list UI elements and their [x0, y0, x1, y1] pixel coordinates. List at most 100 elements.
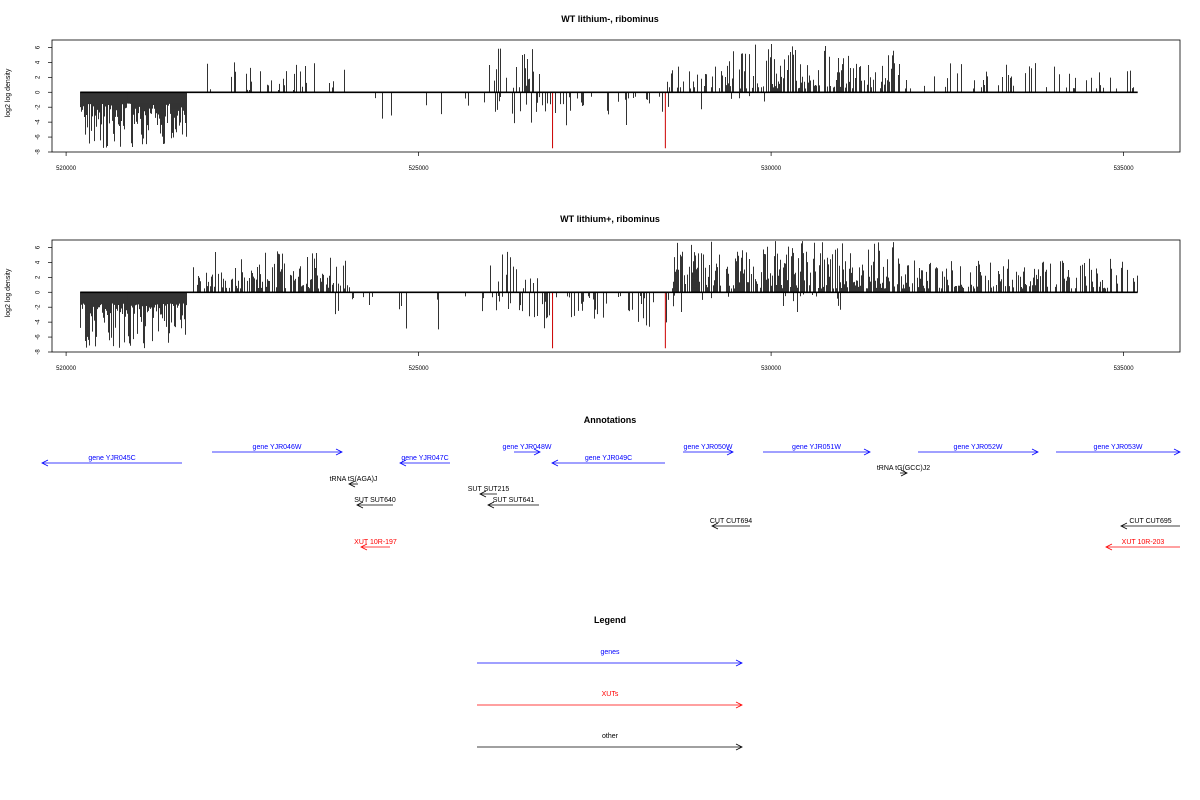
annotation-feature: gene YJR051W: [763, 444, 871, 456]
annotation-label: gene YJR053W: [1094, 444, 1143, 451]
panel-title: WT lithium-, ribominus: [561, 14, 659, 24]
legend-entry-gene: genes: [477, 649, 743, 667]
annotation-feature: gene YJR048W: [503, 444, 552, 456]
annotation-label: gene YJR045C: [88, 455, 135, 462]
legend-title: Legend: [594, 615, 626, 625]
y-axis-label: log2 log density: [5, 68, 12, 117]
y-tick-label: -8: [36, 349, 42, 355]
legend-arrow-head: [735, 659, 743, 667]
annotation-feature: gene YJR052W: [918, 444, 1039, 456]
annotation-feature: gene YJR047C: [399, 455, 450, 467]
annotation-label: CUT CUT694: [710, 518, 752, 525]
annotation-label: gene YJR046W: [253, 444, 302, 451]
annotation-label: SUT SUT215: [468, 486, 510, 493]
y-tick-label: -8: [36, 149, 42, 155]
plot-frame: [51, 239, 1181, 353]
annotation-feature: XUT 10R-197: [354, 539, 397, 551]
annotation-label: SUT SUT641: [493, 497, 535, 504]
annotation-arrow-head: [335, 448, 343, 456]
annotation-arrow-head: [711, 522, 719, 530]
annotation-feature: SUT SUT215: [468, 486, 510, 498]
annotation-feature: tRNA tS(AGA)J: [330, 476, 378, 488]
y-tick-label: 2: [36, 75, 42, 79]
panel-wt-lithium-minus: WT lithium-, ribominus log2 log density …: [5, 14, 1181, 172]
annotation-arrow-head: [1031, 448, 1039, 456]
y-axis-label: log2 log density: [5, 268, 12, 317]
annotation-label: gene YJR050W: [684, 444, 733, 451]
legend: Legend genes XUTs other: [477, 615, 743, 751]
x-axis: 520000 525000 530000 535000: [56, 152, 1134, 172]
annotation-feature: XUT 10R-203: [1105, 539, 1180, 551]
annotation-feature: SUT SUT641: [487, 497, 539, 509]
x-tick-label: 535000: [1114, 166, 1135, 172]
y-tick-label: 4: [36, 60, 42, 64]
y-tick-label: -2: [36, 304, 42, 310]
annotation-arrow-head: [1120, 522, 1128, 530]
annotation-feature: gene YJR045C: [41, 455, 182, 467]
y-tick-label: 6: [36, 45, 42, 49]
bars-group: [80, 241, 1138, 349]
y-tick-label: -4: [36, 319, 42, 325]
annotation-arrow-head: [863, 448, 871, 456]
annotation-label: gene YJR052W: [954, 444, 1003, 451]
signal-bars: [80, 44, 1134, 148]
y-tick-label: -6: [36, 134, 42, 140]
y-tick-label: 0: [36, 290, 42, 294]
legend-arrow-head: [735, 701, 743, 709]
annotation-items: gene YJR045C gene YJR046W gene YJR047C gene…: [41, 444, 1181, 551]
annotations-title: Annotations: [584, 415, 637, 425]
legend-items: genes XUTs other: [477, 649, 743, 751]
y-tick-label: 4: [36, 260, 42, 264]
legend-entry-xut: XUTs: [477, 691, 743, 709]
annotation-arrow-head: [900, 469, 908, 477]
x-tick-label: 520000: [56, 366, 77, 372]
annotation-label: tRNA tS(AGA)J: [330, 476, 378, 483]
y-tick-label: -4: [36, 119, 42, 125]
annotation-label: XUT 10R-203: [1122, 539, 1165, 546]
legend-entry-other: other: [477, 733, 743, 751]
x-tick-label: 530000: [761, 166, 782, 172]
annotation-feature: gene YJR050W: [683, 444, 734, 456]
annotation-arrow-head: [726, 448, 734, 456]
annotation-label: tRNA tG(GCC)J2: [877, 465, 930, 472]
x-tick-label: 530000: [761, 366, 782, 372]
y-tick-label: 2: [36, 275, 42, 279]
x-tick-label: 525000: [409, 166, 430, 172]
annotation-feature: gene YJR046W: [212, 444, 343, 456]
annotation-arrow-head: [348, 480, 356, 488]
panel-title: WT lithium+, ribominus: [560, 214, 660, 224]
annotation-feature: CUT CUT694: [710, 518, 752, 530]
x-tick-label: 535000: [1114, 366, 1135, 372]
x-tick-label: 520000: [56, 166, 77, 172]
annotation-arrow-head: [479, 490, 487, 498]
annotation-label: CUT CUT695: [1129, 518, 1171, 525]
y-axis: -8 -6 -4 -2 0 2 4 6: [36, 245, 52, 355]
annotation-feature: gene YJR053W: [1056, 444, 1181, 456]
y-axis: -8 -6 -4 -2 0 2 4 6: [36, 45, 52, 155]
annotation-arrow-head: [399, 459, 407, 467]
annotation-arrow-head: [533, 448, 541, 456]
annotation-feature: SUT SUT640: [354, 497, 396, 509]
y-tick-label: -6: [36, 334, 42, 340]
plot-frame: [51, 39, 1181, 153]
x-tick-label: 525000: [409, 366, 430, 372]
annotation-arrow-head: [1173, 448, 1181, 456]
y-tick-label: 0: [36, 90, 42, 94]
annotation-feature: tRNA tG(GCC)J2: [877, 465, 930, 477]
annotation-arrow-head: [356, 501, 364, 509]
bars-group: [80, 44, 1138, 149]
annotation-label: XUT 10R-197: [354, 539, 397, 546]
annotation-label: SUT SUT640: [354, 497, 396, 504]
signal-bars: [80, 241, 1138, 349]
annotation-feature: CUT CUT695: [1120, 518, 1180, 530]
annotation-label: gene YJR051W: [792, 444, 841, 451]
legend-label: genes: [600, 649, 620, 656]
annotation-arrow-head: [551, 459, 559, 467]
y-tick-label: -2: [36, 104, 42, 110]
legend-arrow-head: [735, 743, 743, 751]
panel-wt-lithium-plus: WT lithium+, ribominus log2 log density …: [5, 214, 1181, 372]
annotation-label: gene YJR048W: [503, 444, 552, 451]
annotation-label: gene YJR049C: [585, 455, 632, 462]
